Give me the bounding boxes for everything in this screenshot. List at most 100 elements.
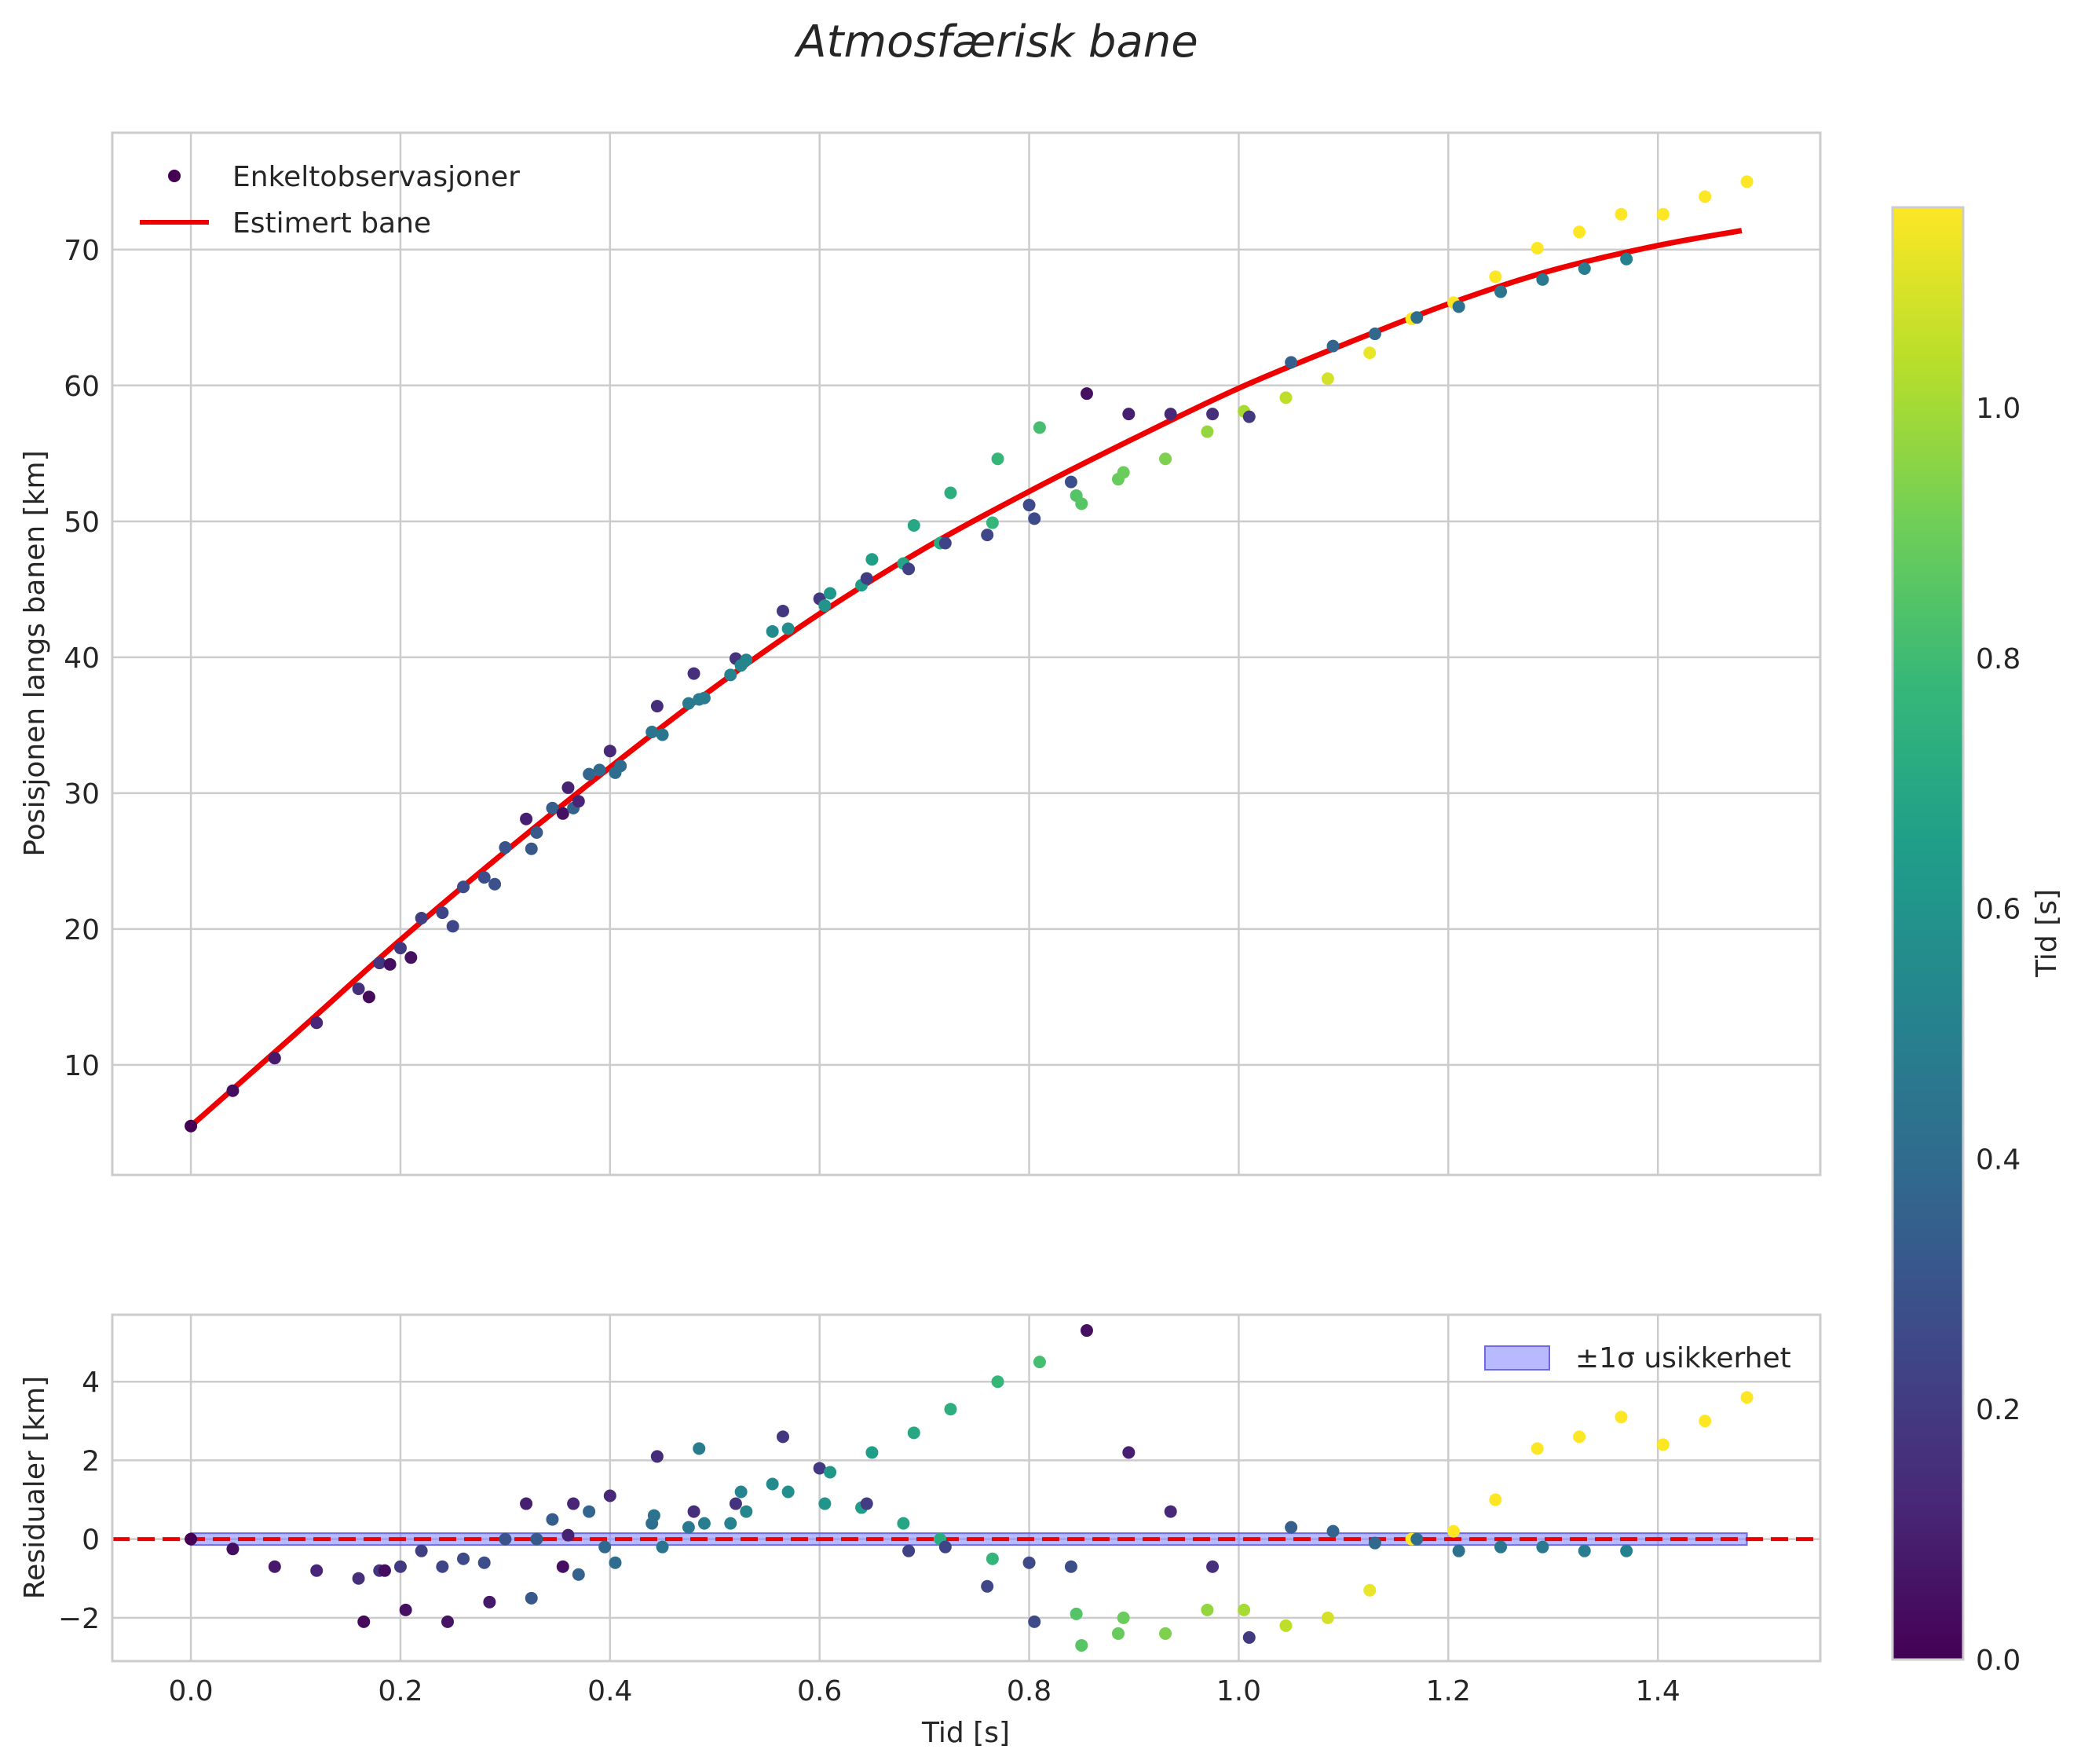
main-legend[interactable]: Enkeltobservasjoner Estimert bane bbox=[140, 161, 520, 240]
main-panel: 10 20 30 40 50 60 70 Posisjonen langs banen [k… bbox=[19, 131, 1822, 1177]
main-y-tick-labels: 10 20 30 40 50 60 70 bbox=[64, 235, 100, 1082]
residual-point bbox=[1321, 1611, 1334, 1624]
observation-point bbox=[740, 653, 753, 667]
main-y-tick-label: 60 bbox=[64, 371, 100, 403]
residual-legend[interactable]: ±1σ usikkerhet bbox=[1484, 1342, 1791, 1374]
residual-y-tick-label: 0 bbox=[82, 1524, 100, 1557]
observation-point bbox=[383, 957, 397, 971]
observation-point bbox=[776, 605, 789, 618]
main-y-tick-label: 40 bbox=[64, 642, 100, 675]
observation-point bbox=[556, 807, 569, 820]
residual-point bbox=[1064, 1560, 1077, 1573]
x-tick-label: 0.4 bbox=[587, 1675, 632, 1707]
observation-point bbox=[682, 697, 695, 710]
observation-point bbox=[981, 529, 994, 542]
residual-point bbox=[567, 1497, 580, 1510]
observation-point bbox=[991, 452, 1004, 466]
residual-point bbox=[781, 1485, 795, 1499]
x-tick-label: 0.2 bbox=[378, 1675, 422, 1707]
observation-point bbox=[1279, 391, 1293, 404]
residual-point bbox=[530, 1532, 543, 1546]
residual-point bbox=[1363, 1583, 1377, 1597]
observation-point bbox=[1368, 328, 1381, 341]
residual-point bbox=[378, 1564, 391, 1577]
residual-point bbox=[609, 1556, 622, 1569]
residual-point bbox=[556, 1560, 569, 1573]
residual-point bbox=[1075, 1638, 1088, 1652]
observation-point bbox=[650, 700, 664, 713]
residual-point bbox=[483, 1595, 496, 1608]
observation-point bbox=[1656, 207, 1670, 221]
chart-title: Atmosfærisk bane bbox=[794, 16, 1198, 68]
residual-point bbox=[1111, 1627, 1125, 1640]
observation-point bbox=[646, 725, 659, 738]
observation-point bbox=[1028, 512, 1041, 525]
residual-point bbox=[1070, 1607, 1083, 1620]
residual-point bbox=[441, 1615, 454, 1628]
residual-y-tick-label: −2 bbox=[58, 1603, 100, 1635]
residual-point bbox=[1699, 1414, 1712, 1428]
residual-y-tick-label: 2 bbox=[82, 1445, 100, 1477]
observation-point bbox=[1164, 408, 1177, 421]
observation-point bbox=[546, 801, 559, 814]
residual-x-tick-labels: 0.0 0.2 0.4 0.6 0.8 1.0 1.2 1.4 bbox=[168, 1675, 1680, 1707]
observation-point bbox=[561, 781, 575, 794]
residual-point bbox=[185, 1532, 198, 1546]
residual-point bbox=[981, 1579, 994, 1593]
residual-point bbox=[1117, 1611, 1130, 1624]
residual-point bbox=[724, 1517, 737, 1530]
x-tick-label: 0.0 bbox=[168, 1675, 213, 1707]
observation-point bbox=[415, 912, 428, 925]
residual-point bbox=[583, 1505, 596, 1518]
residual-point bbox=[734, 1485, 748, 1499]
observation-point bbox=[499, 841, 512, 855]
observation-point bbox=[938, 536, 952, 550]
residual-point bbox=[647, 1509, 660, 1522]
residual-point bbox=[687, 1505, 700, 1518]
residual-point bbox=[1578, 1544, 1591, 1557]
residual-point bbox=[1122, 1446, 1136, 1459]
residual-y-tick-labels: −2 0 2 4 bbox=[58, 1367, 100, 1635]
residual-points bbox=[185, 1324, 1754, 1652]
observation-point bbox=[1740, 175, 1754, 188]
observation-point bbox=[436, 906, 449, 920]
observation-point bbox=[766, 624, 779, 638]
observation-point bbox=[1494, 285, 1508, 298]
x-tick-label: 1.4 bbox=[1636, 1675, 1681, 1707]
residual-point bbox=[457, 1552, 470, 1565]
residual-point bbox=[991, 1375, 1004, 1389]
observation-point bbox=[1410, 311, 1424, 324]
observation-point bbox=[860, 572, 873, 585]
residual-point bbox=[682, 1521, 695, 1534]
residual-point bbox=[546, 1513, 559, 1526]
observation-point bbox=[268, 1052, 281, 1065]
colorbar-tick-label: 1.0 bbox=[1976, 393, 2021, 425]
residual-point bbox=[1326, 1524, 1340, 1538]
observation-point bbox=[1022, 499, 1036, 512]
residual-point bbox=[357, 1615, 371, 1628]
x-tick-label: 1.0 bbox=[1216, 1675, 1261, 1707]
observation-point bbox=[1064, 475, 1077, 489]
main-y-tick-label: 70 bbox=[64, 235, 100, 267]
observation-point bbox=[1080, 387, 1093, 401]
residual-point bbox=[865, 1446, 879, 1459]
residual-point bbox=[1201, 1603, 1214, 1616]
observation-point bbox=[530, 826, 543, 840]
observation-point bbox=[1159, 452, 1172, 466]
colorbar-tick-label: 0.2 bbox=[1976, 1394, 2021, 1426]
observation-point bbox=[902, 562, 916, 576]
observation-point bbox=[1117, 466, 1130, 479]
main-gridlines bbox=[112, 133, 1820, 1175]
observation-point bbox=[393, 942, 407, 955]
observation-point bbox=[1321, 372, 1334, 386]
main-axes-frame bbox=[111, 131, 1822, 1177]
observation-point bbox=[1122, 408, 1136, 421]
observation-point bbox=[583, 767, 596, 781]
residual-point bbox=[938, 1540, 952, 1554]
observation-point bbox=[1489, 270, 1502, 284]
main-y-tick-label: 30 bbox=[64, 778, 100, 811]
residual-point bbox=[697, 1517, 711, 1530]
residual-point bbox=[986, 1552, 999, 1565]
legend-label-fit: Estimert bane bbox=[232, 207, 431, 240]
observation-point bbox=[1620, 252, 1633, 265]
